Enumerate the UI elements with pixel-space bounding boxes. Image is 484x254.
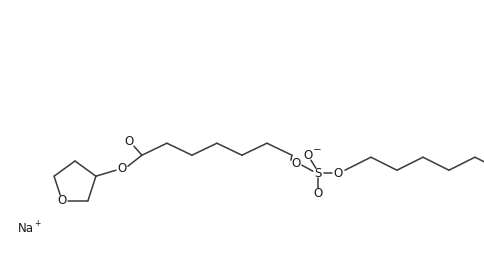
Text: O: O xyxy=(333,167,342,180)
Text: O: O xyxy=(57,194,67,207)
Text: O: O xyxy=(117,162,126,175)
Text: O: O xyxy=(313,187,322,200)
Text: S: S xyxy=(314,167,321,180)
Text: O: O xyxy=(291,157,300,170)
Text: Na: Na xyxy=(18,221,34,234)
Text: O: O xyxy=(302,149,312,162)
Text: −: − xyxy=(312,145,320,155)
Text: O: O xyxy=(124,135,133,148)
Text: +: + xyxy=(34,219,40,229)
